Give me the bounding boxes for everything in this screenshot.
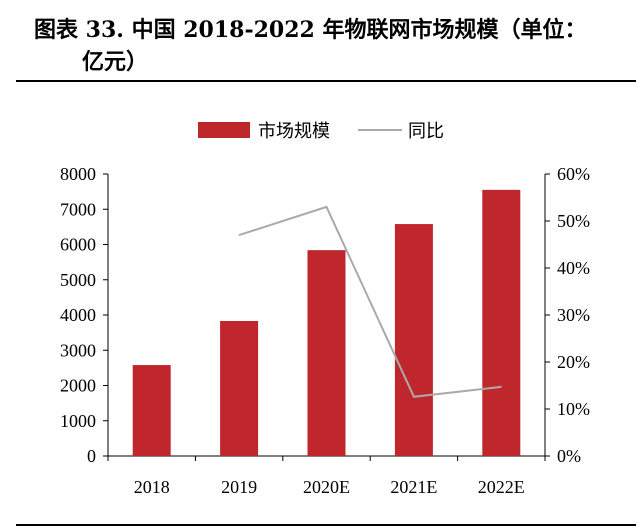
right-tick-label: 40% <box>557 258 590 278</box>
left-tick-label: 1000 <box>60 411 96 431</box>
bar-2019 <box>220 320 259 456</box>
chart-title: 图表 33. 中国 2018-2022 年物联网市场规模（单位： 亿元） <box>34 14 634 78</box>
x-tick-label: 2018 <box>134 477 170 497</box>
legend-label-bar: 市场规模 <box>258 121 330 141</box>
left-tick-label: 5000 <box>60 270 96 290</box>
left-tick-label: 0 <box>87 446 96 466</box>
yoy-point-2020E <box>326 206 327 208</box>
bar-2018 <box>132 365 171 456</box>
yoy-point-2022E <box>500 386 502 388</box>
legend-label-line: 同比 <box>408 121 444 141</box>
yoy-point-2021E <box>413 396 415 398</box>
title-line-2: 亿元） <box>82 49 149 75</box>
title-line-1: 图表 33. 中国 2018-2022 年物联网市场规模（单位： <box>34 17 587 43</box>
left-tick-label: 4000 <box>60 305 96 325</box>
left-tick-label: 7000 <box>60 199 96 219</box>
bottom-rule <box>16 524 636 526</box>
right-tick-label: 0% <box>557 446 581 466</box>
x-tick-label: 2021E <box>390 477 437 497</box>
bar-2020E <box>307 250 346 456</box>
left-tick-label: 2000 <box>60 376 96 396</box>
left-tick-label: 6000 <box>60 235 96 255</box>
x-tick-label: 2019 <box>221 477 257 497</box>
left-tick-label: 3000 <box>60 340 96 360</box>
left-tick-label: 8000 <box>60 164 96 184</box>
right-tick-label: 60% <box>557 164 590 184</box>
yoy-line <box>238 205 502 398</box>
right-tick-label: 10% <box>557 399 590 419</box>
right-tick-label: 50% <box>557 211 590 231</box>
legend-swatch-bar <box>198 122 250 138</box>
top-rule <box>16 80 636 82</box>
bar-2021E <box>394 224 433 456</box>
yoy-point-2019 <box>238 234 240 236</box>
right-tick-label: 30% <box>557 305 590 325</box>
x-tick-label: 2022E <box>478 477 525 497</box>
right-tick-label: 20% <box>557 352 590 372</box>
bar-2022E <box>482 189 521 457</box>
x-tick-label: 2020E <box>303 477 350 497</box>
